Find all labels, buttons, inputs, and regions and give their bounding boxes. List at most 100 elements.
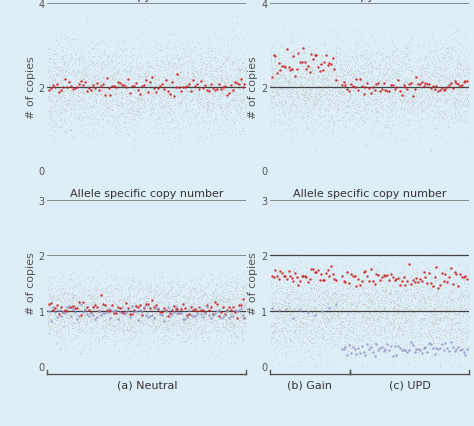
Point (432, 348, 439, 355)
Point (301, 64, 308, 71)
Point (352, 289, 359, 296)
Point (280, 325, 287, 332)
Point (229, 84, 237, 91)
Point (388, 129, 395, 136)
Point (434, 314, 442, 320)
Point (351, 307, 358, 314)
Point (224, 83, 232, 90)
Point (405, 89, 412, 95)
Point (306, 74, 313, 81)
Point (50, 51, 57, 58)
Point (421, 69, 429, 75)
Point (170, 124, 177, 131)
Point (401, 135, 408, 142)
Point (61, 311, 68, 318)
Point (229, 321, 237, 328)
Point (346, 317, 354, 324)
Point (349, 47, 356, 54)
Point (89, 90, 96, 97)
Point (88, 158, 96, 164)
Point (397, 314, 405, 321)
Point (276, 104, 283, 110)
Point (104, 59, 111, 66)
Point (188, 294, 196, 301)
Point (172, 293, 179, 300)
Point (317, 86, 325, 93)
Point (209, 102, 216, 109)
Point (284, 50, 292, 57)
Point (410, 101, 417, 107)
Point (69, 306, 77, 313)
Point (64, 58, 71, 65)
Point (235, 66, 242, 72)
Point (205, 74, 212, 81)
Point (64, 97, 72, 104)
Point (300, 47, 307, 54)
Point (459, 43, 467, 50)
Point (301, 273, 309, 279)
Point (395, 277, 402, 284)
Point (152, 65, 160, 72)
Point (415, 101, 422, 108)
Point (90, 54, 97, 61)
Point (445, 308, 453, 314)
Point (374, 109, 382, 115)
Point (162, 332, 170, 339)
Point (190, 76, 197, 83)
Point (152, 310, 160, 317)
Point (153, 89, 160, 96)
Point (407, 81, 415, 87)
Point (308, 335, 316, 342)
Point (324, 83, 331, 90)
Point (142, 87, 150, 94)
Point (202, 293, 210, 299)
Point (381, 285, 388, 292)
Point (83, 72, 91, 79)
Point (377, 332, 385, 339)
Point (164, 74, 172, 81)
Point (235, 295, 243, 302)
Point (45, 56, 53, 63)
Point (183, 321, 191, 328)
Point (332, 94, 340, 101)
Point (368, 63, 375, 70)
Point (111, 85, 119, 92)
Point (221, 86, 229, 93)
Point (465, 343, 473, 350)
Point (338, 38, 346, 45)
Point (414, 282, 421, 289)
Point (119, 326, 127, 333)
Point (138, 83, 146, 90)
Point (68, 67, 76, 74)
Point (382, 310, 390, 317)
Point (356, 73, 364, 80)
Point (145, 29, 153, 36)
Point (218, 73, 225, 80)
Point (71, 309, 79, 316)
Point (381, 296, 388, 303)
Point (188, 306, 196, 313)
Point (435, 363, 443, 370)
Point (202, 96, 210, 103)
Point (106, 125, 113, 132)
Point (342, 302, 349, 309)
Point (138, 61, 146, 68)
Point (421, 82, 428, 89)
Point (114, 89, 121, 96)
Point (462, 286, 470, 293)
Point (182, 316, 189, 323)
Point (236, 307, 244, 314)
Point (357, 102, 365, 109)
Point (416, 299, 423, 305)
Point (164, 310, 172, 317)
Point (215, 291, 222, 298)
Point (371, 59, 378, 66)
Point (387, 304, 395, 311)
Point (367, 111, 375, 118)
Point (72, 303, 80, 310)
Point (364, 117, 371, 124)
Point (232, 109, 239, 115)
Point (357, 337, 365, 343)
Point (129, 260, 137, 267)
Point (229, 265, 237, 272)
